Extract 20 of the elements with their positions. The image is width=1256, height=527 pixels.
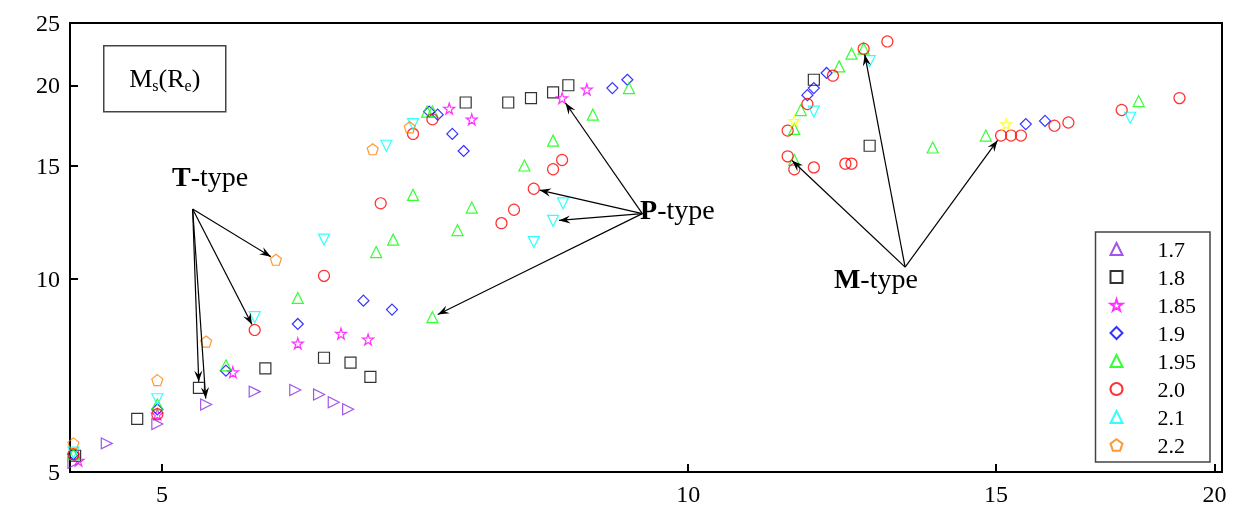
x-tick-label: 15 bbox=[984, 481, 1009, 507]
y-tick-label: 5 bbox=[48, 459, 60, 485]
legend-label: 1.95 bbox=[1157, 348, 1196, 374]
legend-label: 2.1 bbox=[1157, 404, 1185, 430]
legend-label: 1.7 bbox=[1157, 236, 1185, 262]
legend-label: 2.0 bbox=[1157, 376, 1185, 402]
legend-label: 1.85 bbox=[1157, 292, 1196, 318]
x-tick-label: 20 bbox=[1202, 481, 1227, 507]
x-tick-label: 10 bbox=[676, 481, 701, 507]
annotation: P-type bbox=[640, 193, 715, 225]
legend-label: 1.9 bbox=[1157, 320, 1185, 346]
legend-label: 1.8 bbox=[1157, 264, 1185, 290]
x-tick-label: 5 bbox=[155, 481, 168, 507]
legend-label: 2.2 bbox=[1157, 432, 1185, 458]
annotation: T-type bbox=[172, 160, 249, 192]
y-tick-label: 10 bbox=[36, 265, 60, 292]
y-tick-label: 15 bbox=[36, 152, 60, 179]
annotation: M-type bbox=[833, 263, 918, 295]
y-tick-label: 20 bbox=[36, 72, 60, 99]
y-tick-label: 25 bbox=[36, 10, 60, 36]
